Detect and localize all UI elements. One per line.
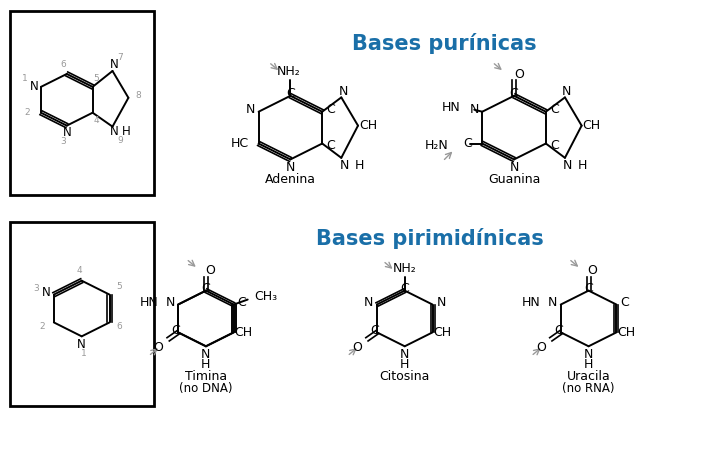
- Text: C: C: [370, 324, 379, 337]
- Text: N: N: [400, 348, 410, 361]
- Text: 3: 3: [33, 284, 39, 293]
- Text: 2: 2: [39, 322, 44, 331]
- Text: C: C: [510, 87, 518, 101]
- Text: N: N: [246, 103, 256, 116]
- Text: HN: HN: [140, 296, 158, 309]
- Text: Bases purínicas: Bases purínicas: [352, 32, 537, 53]
- Text: C: C: [554, 324, 563, 337]
- Text: H: H: [122, 125, 131, 138]
- Text: NH₂: NH₂: [276, 65, 300, 79]
- Text: O: O: [153, 341, 163, 354]
- Text: N: N: [563, 159, 573, 172]
- Text: N: N: [201, 348, 211, 361]
- Text: NH₂: NH₂: [393, 262, 417, 275]
- Text: 9: 9: [117, 136, 123, 145]
- Text: H: H: [201, 358, 211, 371]
- Text: 5: 5: [94, 74, 100, 84]
- Text: C: C: [238, 296, 246, 309]
- Text: CH: CH: [235, 326, 253, 339]
- Text: CH: CH: [583, 119, 601, 132]
- Text: H: H: [584, 358, 594, 371]
- Text: Uracila: Uracila: [567, 370, 611, 383]
- Text: C: C: [620, 296, 629, 309]
- Text: Bases pirimidínicas: Bases pirimidínicas: [316, 228, 543, 250]
- Text: N: N: [62, 126, 71, 139]
- Text: 4: 4: [77, 266, 82, 275]
- Bar: [10, 222, 154, 406]
- Text: H: H: [354, 159, 364, 172]
- Text: N: N: [509, 161, 518, 174]
- Text: N: N: [437, 296, 446, 309]
- Text: 8: 8: [135, 91, 141, 100]
- Text: (no RNA): (no RNA): [562, 382, 615, 394]
- Text: 4: 4: [94, 116, 100, 125]
- Text: HN: HN: [442, 101, 460, 114]
- Text: N: N: [339, 159, 349, 172]
- Text: N: N: [339, 85, 348, 98]
- Text: N: N: [286, 161, 295, 174]
- Text: N: N: [165, 296, 175, 309]
- Text: Citosina: Citosina: [379, 370, 430, 383]
- Text: C: C: [326, 139, 335, 152]
- Text: Guanina: Guanina: [488, 173, 541, 186]
- Text: N: N: [110, 125, 119, 138]
- Text: N: N: [29, 80, 39, 93]
- Text: Timina: Timina: [185, 370, 227, 383]
- Text: 1: 1: [81, 349, 87, 358]
- Text: C: C: [400, 282, 409, 295]
- Text: C: C: [286, 87, 295, 101]
- Text: N: N: [42, 286, 50, 299]
- Text: CH: CH: [433, 326, 452, 339]
- Text: HC: HC: [231, 137, 248, 150]
- Text: C: C: [550, 103, 558, 116]
- Text: N: N: [364, 296, 374, 309]
- Bar: [10, 11, 154, 195]
- Text: N: N: [77, 338, 86, 351]
- Text: O: O: [205, 264, 215, 277]
- Text: N: N: [110, 58, 119, 71]
- Text: N: N: [584, 348, 594, 361]
- Text: N: N: [548, 296, 558, 309]
- Text: 5: 5: [117, 282, 122, 291]
- Text: CH₃: CH₃: [254, 290, 277, 303]
- Text: O: O: [514, 69, 524, 81]
- Text: N: N: [562, 85, 571, 98]
- Text: C: C: [172, 324, 180, 337]
- Text: N: N: [470, 103, 479, 116]
- Text: 2: 2: [24, 108, 30, 117]
- Text: 6: 6: [117, 322, 122, 331]
- Text: HN: HN: [522, 296, 541, 309]
- Text: H: H: [400, 358, 410, 371]
- Text: 6: 6: [60, 59, 66, 69]
- Text: C: C: [463, 137, 473, 150]
- Text: O: O: [352, 341, 362, 354]
- Text: C: C: [584, 282, 593, 295]
- Text: 7: 7: [117, 53, 123, 62]
- Text: (no DNA): (no DNA): [179, 382, 233, 394]
- Text: O: O: [536, 341, 546, 354]
- Text: H₂N: H₂N: [425, 139, 448, 152]
- Text: CH: CH: [359, 119, 377, 132]
- Text: C: C: [550, 139, 558, 152]
- Text: O: O: [588, 264, 598, 277]
- Text: Adenina: Adenina: [265, 173, 316, 186]
- Text: C: C: [326, 103, 335, 116]
- Text: H: H: [578, 159, 588, 172]
- Text: CH: CH: [617, 326, 635, 339]
- Text: 1: 1: [22, 74, 28, 84]
- Text: 3: 3: [60, 137, 66, 146]
- Text: C: C: [202, 282, 211, 295]
